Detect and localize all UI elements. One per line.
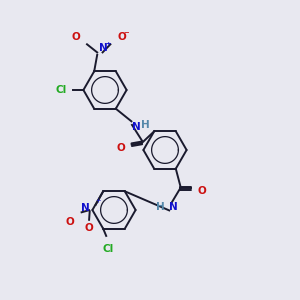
Text: H: H xyxy=(141,120,150,130)
Text: Cl: Cl xyxy=(56,85,67,95)
Text: N: N xyxy=(81,203,90,213)
Text: H: H xyxy=(156,202,164,212)
Text: N: N xyxy=(169,202,178,212)
Text: O: O xyxy=(197,186,206,196)
Text: O: O xyxy=(71,32,80,42)
Text: O: O xyxy=(116,143,125,153)
Text: O: O xyxy=(117,32,126,42)
Text: +: + xyxy=(105,41,111,47)
Text: O: O xyxy=(66,217,75,227)
Text: N: N xyxy=(132,122,141,132)
Text: N: N xyxy=(99,43,107,53)
Text: +: + xyxy=(95,198,100,204)
Text: Cl: Cl xyxy=(102,244,113,254)
Text: −: − xyxy=(124,30,129,36)
Text: O: O xyxy=(85,224,94,233)
